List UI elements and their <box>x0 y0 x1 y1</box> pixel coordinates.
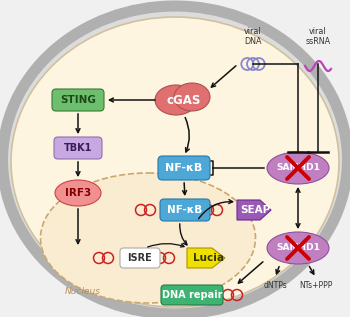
FancyArrow shape <box>237 200 271 220</box>
FancyBboxPatch shape <box>158 156 210 180</box>
Ellipse shape <box>2 6 348 314</box>
FancyBboxPatch shape <box>160 199 210 221</box>
Ellipse shape <box>11 17 339 307</box>
Text: ISRE: ISRE <box>128 253 152 263</box>
Text: Lucia: Lucia <box>193 253 224 263</box>
Text: DNA repair: DNA repair <box>162 290 222 300</box>
FancyBboxPatch shape <box>52 89 104 111</box>
FancyBboxPatch shape <box>120 248 160 268</box>
Text: NF-κB: NF-κB <box>165 163 203 173</box>
Text: NTs+PPP: NTs+PPP <box>299 281 333 290</box>
FancyBboxPatch shape <box>54 137 102 159</box>
Text: Nucleus: Nucleus <box>65 287 101 296</box>
Text: IRF3: IRF3 <box>65 188 91 198</box>
FancyArrow shape <box>187 248 225 268</box>
Text: TBK1: TBK1 <box>64 143 92 153</box>
Text: STING: STING <box>60 95 96 105</box>
Ellipse shape <box>155 85 197 115</box>
FancyBboxPatch shape <box>161 285 223 305</box>
Ellipse shape <box>41 173 256 303</box>
Ellipse shape <box>55 180 101 206</box>
Text: cGAS: cGAS <box>167 94 201 107</box>
Ellipse shape <box>174 83 210 111</box>
Text: SAMHD1: SAMHD1 <box>276 164 320 172</box>
Text: NF-κB: NF-κB <box>167 205 203 215</box>
Text: viral
ssRNA: viral ssRNA <box>306 27 330 46</box>
Text: viral
DNA: viral DNA <box>244 27 262 46</box>
Text: SAMHD1: SAMHD1 <box>276 243 320 253</box>
Ellipse shape <box>267 232 329 264</box>
Ellipse shape <box>267 152 329 184</box>
Text: dNTPs: dNTPs <box>263 281 287 290</box>
Text: SEAP: SEAP <box>240 205 270 215</box>
